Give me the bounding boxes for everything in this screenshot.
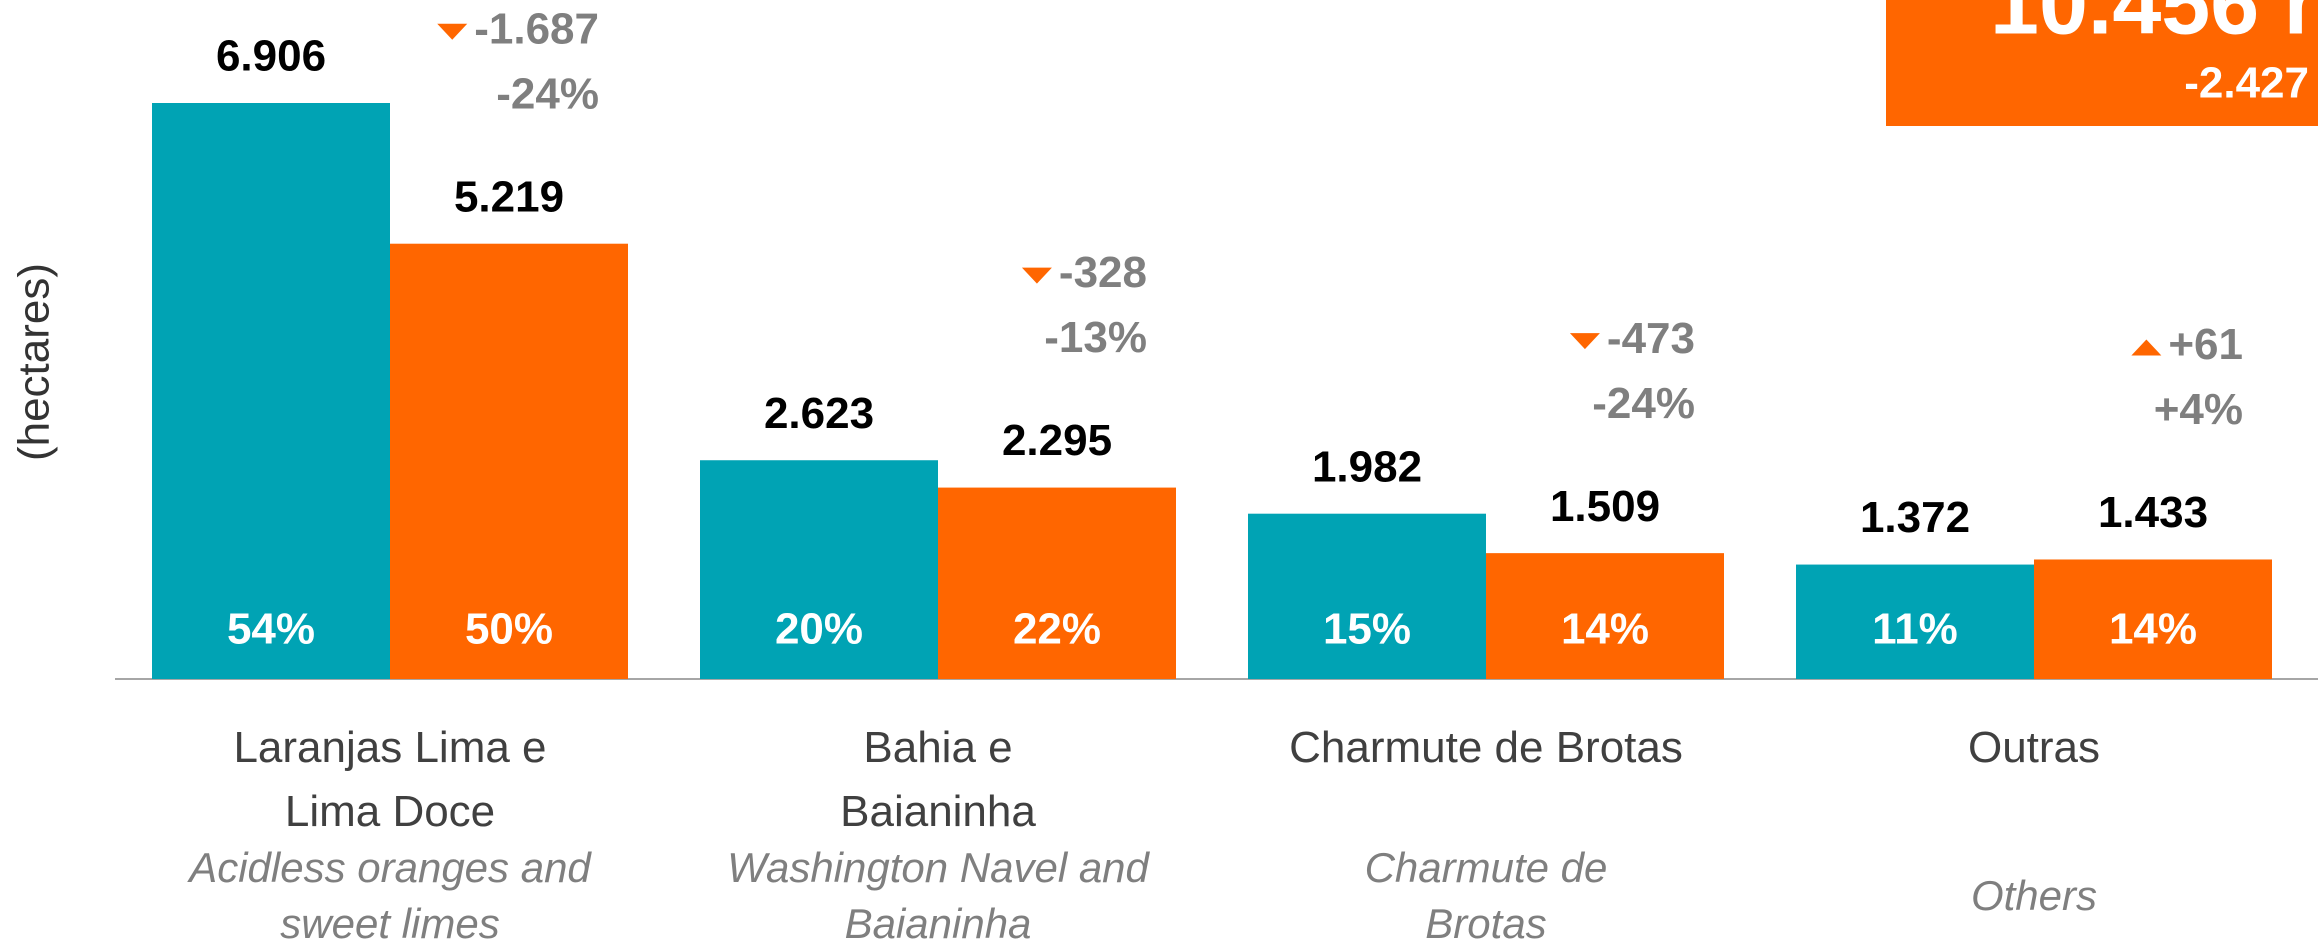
bar — [2034, 559, 2272, 679]
value-label: 1.509 — [1550, 482, 1660, 531]
category-translation: Acidless oranges and sweet limes — [110, 840, 670, 950]
arrow-down — [1569, 333, 1600, 350]
change-label: +61 — [2168, 320, 2243, 369]
total-change: -2.427 — [2184, 59, 2309, 108]
value-label: 1.433 — [2098, 488, 2208, 537]
category-translation: Charmute de Brotas — [1206, 840, 1766, 950]
category-line: Charmute de Brotas — [1289, 723, 1683, 772]
category-label: Bahia e Baianinha — [658, 716, 1218, 844]
change-label: -473 — [1607, 314, 1695, 363]
category-line: Baianinha — [840, 787, 1036, 836]
category-line: Lima Doce — [284, 787, 496, 836]
category-translation: Washington Navel and Baianinha — [658, 840, 1218, 950]
total-value: 10.456 ha — [1990, 0, 2318, 52]
share-label: 14% — [2109, 605, 2197, 654]
value-label: 1.982 — [1312, 442, 1422, 491]
translation-line: sweet limes — [280, 900, 500, 947]
bar — [1248, 513, 1486, 679]
share-label: 50% — [465, 605, 553, 654]
translation-line: Baianinha — [844, 900, 1032, 947]
share-label: 54% — [227, 605, 315, 654]
translation-line: Brotas — [1425, 900, 1547, 947]
share-label: 20% — [775, 605, 863, 654]
value-label: 1.372 — [1860, 493, 1970, 542]
arrow-down — [1021, 267, 1052, 284]
category-line: Bahia e — [863, 723, 1013, 772]
category-translation: Others — [1754, 868, 2314, 924]
share-label: 11% — [1872, 605, 1958, 654]
category-label: Charmute de Brotas — [1206, 716, 1766, 780]
total-box — [1886, 0, 2318, 126]
category-label: Outras — [1754, 716, 2314, 780]
change-pct-label: +4% — [2154, 385, 2243, 434]
value-label: 6.906 — [216, 32, 326, 81]
y-axis-label: (hectares) — [10, 263, 59, 461]
change-label: -1.687 — [474, 4, 599, 53]
value-label: 2.623 — [764, 389, 874, 438]
bar — [390, 243, 628, 679]
share-label: 15% — [1323, 605, 1411, 654]
bar — [938, 487, 1176, 679]
change-pct-label: -24% — [496, 69, 599, 118]
bar — [1796, 564, 2034, 679]
arrow-down — [437, 23, 468, 40]
value-label: 5.219 — [454, 172, 564, 221]
change-pct-label: -13% — [1044, 313, 1147, 362]
category-label: Laranjas Lima e Lima Doce — [110, 716, 670, 844]
translation-line: Washington Navel and — [727, 844, 1149, 891]
category-line: Laranjas Lima e — [233, 723, 547, 772]
change-pct-label: -24% — [1592, 379, 1695, 428]
bar — [1486, 553, 1724, 679]
translation-line: Others — [1970, 872, 2098, 919]
share-label: 22% — [1013, 605, 1101, 654]
translation-line: Acidless oranges and — [189, 844, 591, 891]
value-label: 2.295 — [1002, 416, 1112, 465]
bar — [152, 103, 390, 679]
bar — [700, 460, 938, 679]
category-line: Outras — [1967, 723, 2101, 772]
arrow-up — [2131, 339, 2162, 356]
share-label: 14% — [1561, 605, 1649, 654]
translation-line: Charmute de — [1364, 844, 1608, 891]
change-label: -328 — [1059, 248, 1147, 297]
